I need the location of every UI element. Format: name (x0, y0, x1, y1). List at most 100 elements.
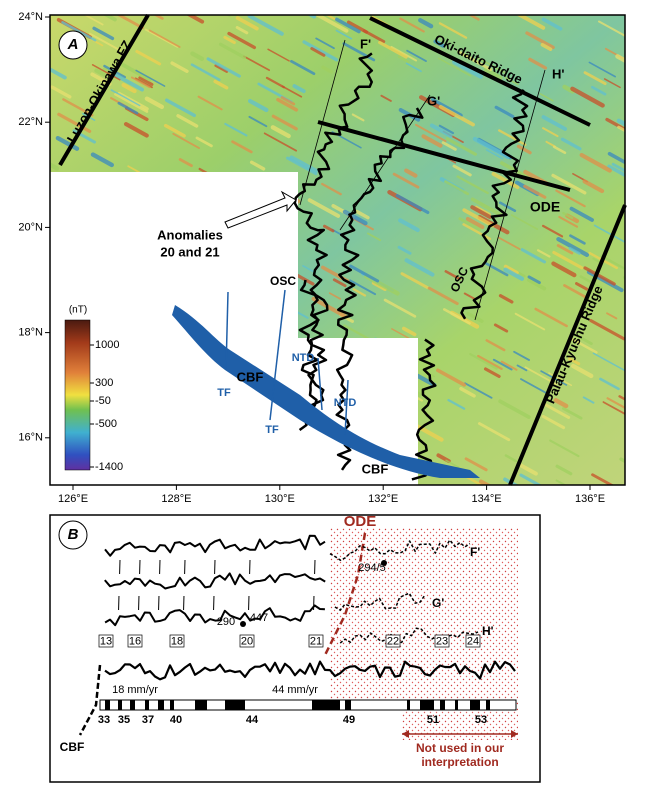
texture-streak (520, 248, 547, 264)
map-axes: 24°N 22°N 20°N 18°N 16°N 126°E 128°E 130°E 132°E… (18, 11, 605, 505)
texture-streak (503, 477, 520, 485)
texture-streak (114, 73, 145, 92)
texture-streak (55, 135, 80, 151)
texture-streak (153, 15, 164, 20)
texture-streak (493, 323, 509, 333)
annotation: CBF (237, 369, 264, 384)
texture-streak (519, 463, 538, 476)
texture-streak (110, 89, 141, 107)
texture-streak (465, 216, 485, 230)
texture-streak (130, 76, 151, 89)
texture-streak (622, 275, 625, 280)
normal-polarity (470, 700, 480, 710)
anomaly-label: 18 (171, 635, 183, 647)
texture-streak (405, 494, 426, 506)
colorbar-label: 300 (95, 377, 113, 389)
anomaly-box (127, 634, 143, 648)
texture-streak (504, 76, 519, 86)
lon-label: 128°E (161, 493, 191, 505)
texture-streak (570, 86, 605, 108)
texture-streak (249, 160, 266, 171)
lon-label: 132°E (368, 493, 398, 505)
normal-polarity (420, 700, 434, 710)
anomaly-label: 24 (467, 635, 479, 647)
anomaly-label: 21 (310, 635, 322, 647)
texture-streak (135, 69, 166, 87)
texture-streak (599, 377, 620, 391)
profile (298, 279, 320, 432)
texture-streak (276, 97, 299, 112)
texture-streak (397, 245, 412, 255)
panel-a: A Luzon-Okinawa FZ Oki-daito Ridge Palau… (18, 11, 653, 506)
texture-streak (579, 152, 612, 173)
panel-label-circle (58, 30, 88, 60)
texture-streak (235, 16, 259, 31)
texture-streak (218, 42, 247, 60)
timescale (99, 699, 517, 711)
texture-streak (497, 236, 521, 251)
texture-streak (477, 354, 503, 371)
texture-streak (603, 78, 621, 89)
texture-streak (441, 141, 457, 151)
texture-streak (552, 250, 584, 270)
lon-label: 130°E (265, 493, 295, 505)
point-label: 447 (250, 612, 268, 624)
texture-streak (286, 156, 318, 176)
texture-streak (50, 85, 72, 99)
annotation: Not used in our (416, 741, 504, 755)
texture-streak (630, 135, 639, 140)
texture-streak (611, 162, 625, 173)
texture-streak (57, 112, 92, 133)
annotation: NTD (334, 397, 357, 409)
texture-streak (438, 104, 475, 127)
normal-polarity (130, 700, 135, 710)
texture-streak (227, 31, 257, 50)
texture-streak (197, 95, 223, 111)
map-frame (49, 14, 626, 486)
texture-streak (457, 50, 493, 72)
texture-streak (406, 49, 427, 62)
texture-streak (485, 339, 506, 352)
texture-streak (214, 64, 229, 73)
anomaly-box (385, 634, 401, 648)
texture-streak (570, 363, 594, 379)
texture-streak (225, 15, 231, 17)
texture-streak (470, 205, 492, 219)
texture-streak (563, 284, 588, 299)
texture-streak (483, 367, 501, 379)
texture-streak (536, 249, 551, 258)
texture-streak (527, 278, 547, 291)
texture-streak (552, 145, 567, 155)
texture-streak (575, 282, 589, 291)
texture-streak (588, 61, 617, 78)
fracture-zone (58, 13, 150, 167)
texture-streak (555, 464, 573, 476)
ode-line (317, 120, 571, 192)
profile-label: G' (432, 596, 444, 610)
texture-streak (639, 113, 653, 123)
texture-streak (633, 371, 653, 388)
texture-streak (164, 98, 196, 118)
annotation: ODE (530, 199, 560, 215)
texture-streak (551, 173, 587, 195)
texture-streak (591, 85, 607, 96)
texture-streak (335, 17, 361, 34)
texture-streak (541, 224, 564, 238)
texture-streak (519, 473, 543, 485)
texture-streak (516, 144, 532, 155)
texture-streak (437, 57, 472, 77)
texture-streak (475, 205, 491, 216)
timescale-blocks (105, 700, 490, 710)
texture-streak (541, 414, 566, 430)
texture-streak (135, 49, 162, 66)
texture-streak (639, 12, 648, 17)
track-line (474, 69, 546, 321)
texture-streak (224, 122, 248, 137)
texture-streak (562, 211, 574, 220)
texture-streak (539, 93, 554, 102)
lon-label: 136°E (575, 493, 605, 505)
texture-streak (634, 229, 653, 245)
texture-streak (589, 319, 625, 341)
texture-streak (280, 96, 296, 106)
texture-streak (498, 399, 531, 419)
